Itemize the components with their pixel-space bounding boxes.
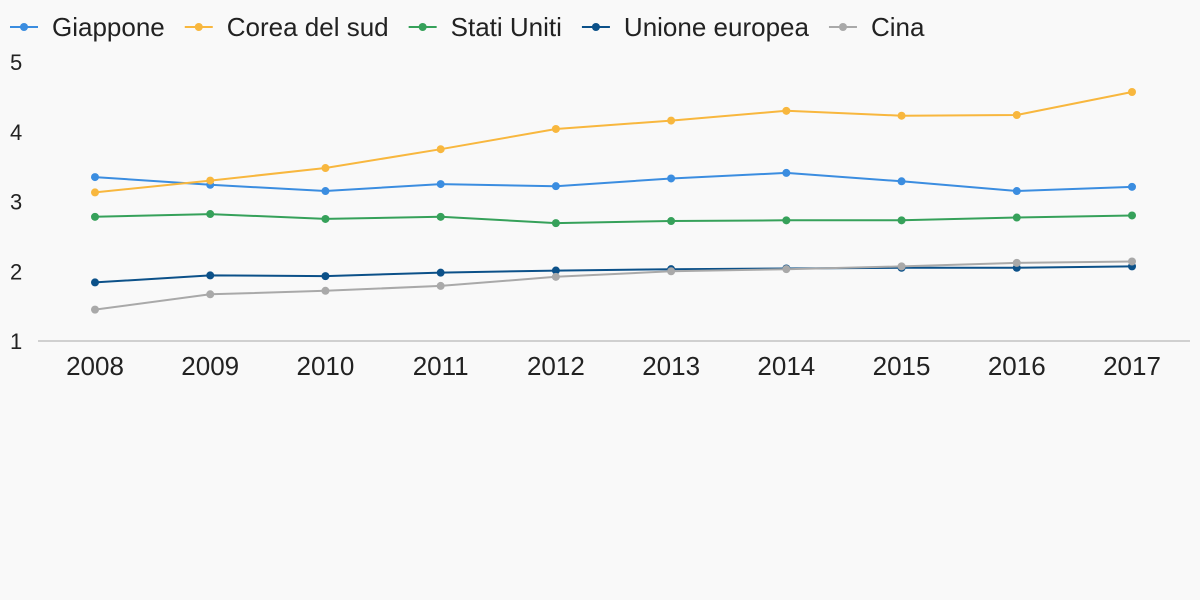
data-point[interactable] — [91, 305, 99, 314]
data-point[interactable] — [551, 219, 560, 228]
x-tick-label: 2008 — [66, 351, 124, 381]
x-tick-label: 2010 — [297, 351, 355, 381]
legend-item[interactable]: Cina — [828, 12, 925, 42]
series-line — [94, 260, 1133, 311]
data-point[interactable] — [782, 106, 791, 115]
x-tick-label: 2016 — [988, 351, 1046, 381]
data-point[interactable] — [206, 290, 215, 299]
data-point[interactable] — [551, 124, 560, 133]
y-axis: 1 2 3 4 5 — [10, 50, 22, 354]
legend-item[interactable]: Giappone — [10, 12, 165, 42]
data-point[interactable] — [667, 116, 676, 125]
series-line — [94, 265, 1133, 284]
data-point[interactable] — [321, 286, 330, 295]
x-tick-label: 2015 — [873, 351, 931, 381]
x-tick-label: 2013 — [642, 351, 700, 381]
legend-label: Corea del sud — [227, 12, 389, 42]
data-point[interactable] — [91, 188, 99, 197]
data-point[interactable] — [436, 212, 445, 221]
data-point[interactable] — [206, 271, 215, 280]
y-tick-label: 2 — [10, 259, 22, 284]
series-layer — [91, 87, 1136, 314]
data-point[interactable] — [436, 145, 445, 154]
y-tick-label: 3 — [10, 190, 22, 215]
y-tick-label: 4 — [10, 120, 22, 145]
data-point[interactable] — [897, 262, 906, 271]
data-point[interactable] — [1012, 111, 1021, 120]
data-point[interactable] — [667, 217, 676, 226]
data-point[interactable] — [91, 212, 99, 221]
series-corea-del-sud — [91, 87, 1136, 197]
series-line — [94, 213, 1133, 225]
data-point[interactable] — [91, 173, 99, 182]
x-tick-label: 2009 — [181, 351, 239, 381]
data-point[interactable] — [551, 182, 560, 191]
data-point[interactable] — [206, 176, 215, 185]
legend-label: Cina — [871, 12, 925, 42]
data-point[interactable] — [1012, 187, 1021, 196]
legend-dot-marker — [20, 23, 28, 31]
data-point[interactable] — [1012, 213, 1021, 222]
data-point[interactable] — [667, 174, 676, 183]
series-line — [94, 91, 1133, 194]
data-point[interactable] — [782, 216, 791, 225]
data-point[interactable] — [1128, 182, 1136, 191]
legend-item[interactable]: Unione europea — [581, 12, 810, 42]
data-point[interactable] — [1012, 258, 1021, 267]
data-point[interactable] — [1128, 211, 1136, 220]
chart-legend: Giappone Corea del sud Stati Uniti Unione e… — [10, 12, 925, 42]
data-point[interactable] — [897, 216, 906, 225]
legend-item[interactable]: Corea del sud — [184, 12, 389, 42]
data-point[interactable] — [206, 210, 215, 219]
legend-label: Stati Uniti — [451, 12, 562, 42]
data-point[interactable] — [551, 266, 560, 275]
data-point[interactable] — [667, 267, 676, 276]
x-axis: 2008 2009 2010 2011 2012 2013 2014 2015 2016 2017 — [66, 351, 1161, 381]
data-point[interactable] — [436, 268, 445, 277]
data-point[interactable] — [782, 265, 791, 274]
data-point[interactable] — [321, 214, 330, 223]
series-line — [94, 171, 1133, 192]
legend-label: Unione europea — [624, 12, 810, 42]
data-point[interactable] — [436, 281, 445, 290]
legend-label: Giappone — [52, 12, 165, 42]
x-tick-label: 2014 — [757, 351, 815, 381]
data-point[interactable] — [782, 168, 791, 177]
data-point[interactable] — [551, 272, 560, 281]
series-cina — [91, 257, 1136, 314]
legend-dot-marker — [418, 23, 427, 31]
legend-item[interactable]: Stati Uniti — [408, 12, 562, 42]
data-point[interactable] — [321, 164, 330, 173]
legend-dot-marker — [194, 23, 203, 31]
data-point[interactable] — [321, 272, 330, 281]
series-giappone — [91, 168, 1136, 196]
data-point[interactable] — [897, 177, 906, 186]
data-point[interactable] — [1128, 257, 1136, 266]
data-point[interactable] — [436, 180, 445, 189]
x-tick-label: 2017 — [1103, 351, 1161, 381]
data-point[interactable] — [321, 187, 330, 196]
y-tick-label: 5 — [10, 50, 22, 75]
x-tick-label: 2011 — [413, 351, 469, 381]
legend-dot-marker — [591, 23, 600, 31]
data-point[interactable] — [91, 278, 99, 287]
series-stati-uniti — [91, 210, 1136, 228]
data-point[interactable] — [1128, 87, 1136, 96]
data-point[interactable] — [897, 111, 906, 120]
y-tick-label: 1 — [10, 329, 22, 354]
x-tick-label: 2012 — [527, 351, 585, 381]
legend-dot-marker — [838, 23, 847, 31]
